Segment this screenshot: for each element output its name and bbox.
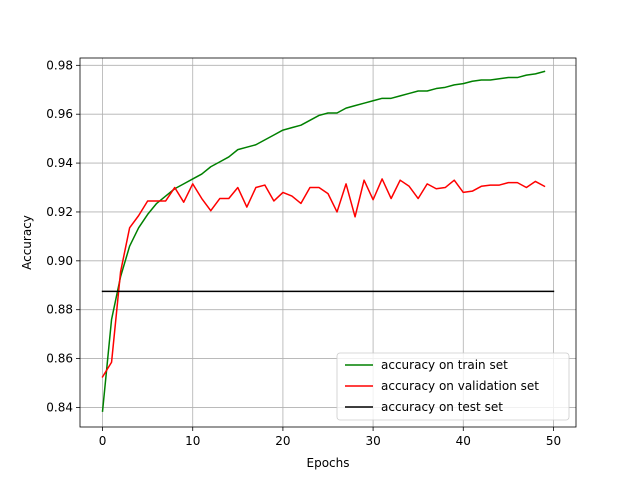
y-axis-title: Accuracy xyxy=(20,215,34,270)
y-tick-label: 0.84 xyxy=(46,400,73,414)
legend-label: accuracy on train set xyxy=(381,358,508,372)
legend-label: accuracy on validation set xyxy=(381,379,539,393)
y-tick-label: 0.90 xyxy=(46,254,73,268)
x-axis-ticks: 0 10 20 30 40 50 xyxy=(99,427,561,448)
x-tick-label: 0 xyxy=(99,434,107,448)
x-tick-label: 40 xyxy=(456,434,471,448)
y-tick-label: 0.92 xyxy=(46,205,73,219)
plot-frame xyxy=(79,57,577,428)
y-tick-label: 0.96 xyxy=(46,107,73,121)
series-line-1 xyxy=(101,178,546,378)
y-tick-label: 0.88 xyxy=(46,303,73,317)
y-tick-label: 0.98 xyxy=(46,58,73,72)
legend: accuracy on train set accuracy on validat… xyxy=(336,352,570,421)
series-layer xyxy=(101,70,555,412)
y-tick-label: 0.86 xyxy=(46,352,73,366)
x-axis-title: Epochs xyxy=(307,456,350,470)
x-tick-label: 10 xyxy=(185,434,200,448)
x-tick-label: 30 xyxy=(365,434,380,448)
legend-label: accuracy on test set xyxy=(381,400,503,414)
x-tick-label: 20 xyxy=(275,434,290,448)
x-tick-label: 50 xyxy=(546,434,561,448)
y-axis-ticks: 0.84 0.86 0.88 0.90 0.92 0.94 0.96 0.98 xyxy=(46,58,80,414)
y-tick-label: 0.94 xyxy=(46,156,73,170)
grid xyxy=(80,58,576,427)
legend-box xyxy=(336,352,570,421)
series-line-0 xyxy=(101,70,546,412)
